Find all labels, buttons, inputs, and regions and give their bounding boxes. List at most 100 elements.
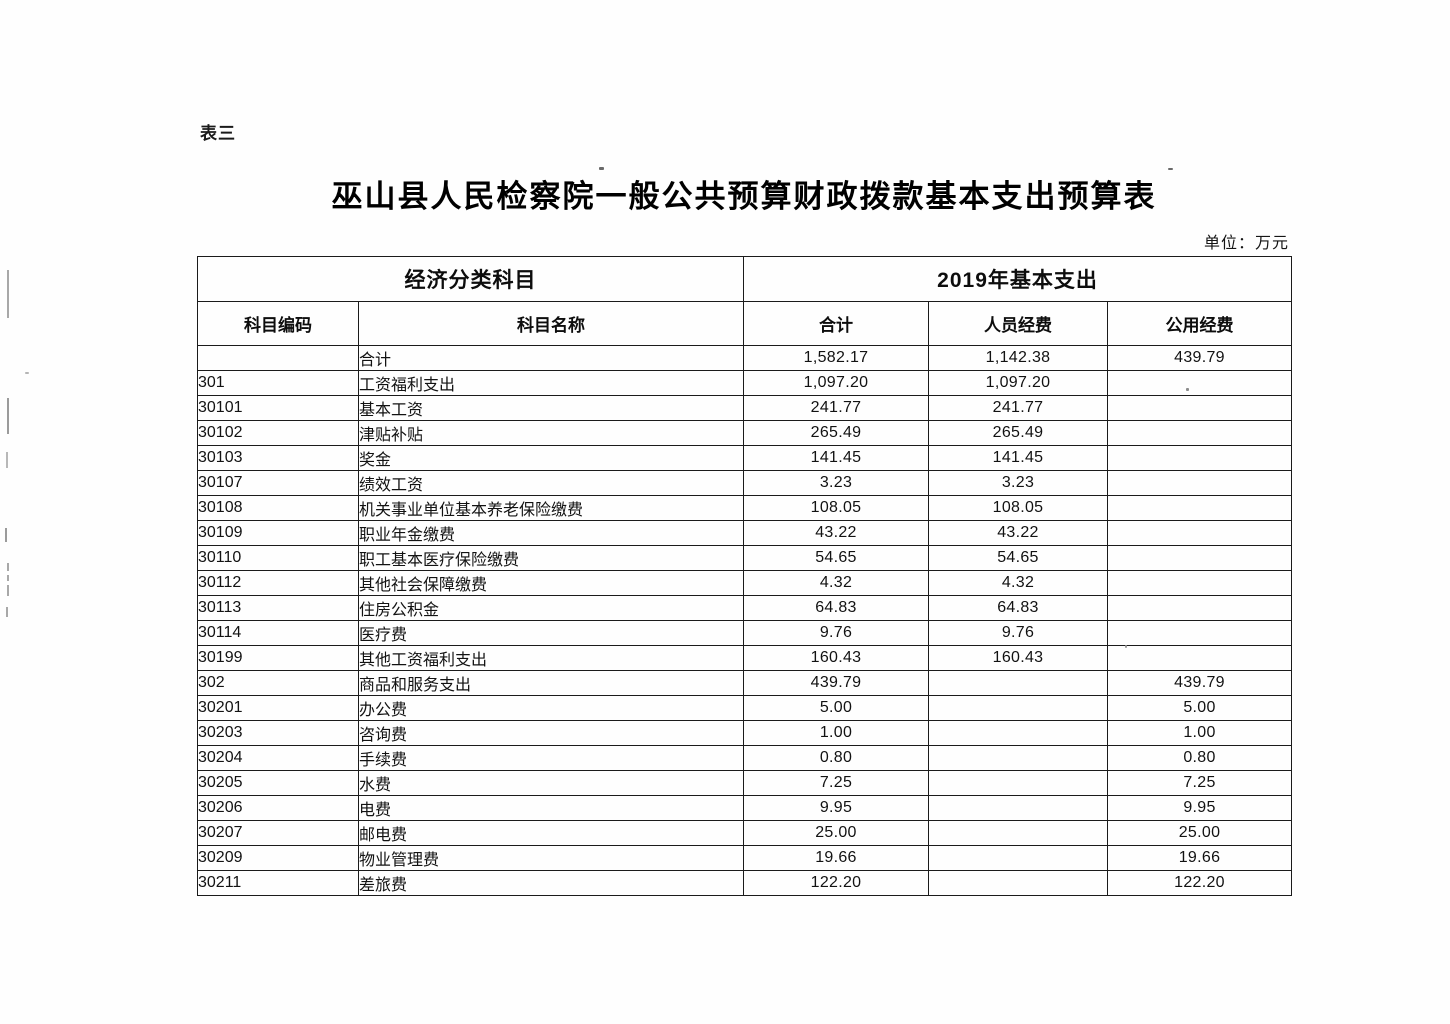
cell-subject-code: 30203 — [197, 720, 359, 746]
table-row: 301 工资福利支出 1,097.20 1,097.20 — [197, 370, 1293, 396]
table-row: 30207 邮电费 25.00 25.00 — [197, 820, 1293, 846]
cell-subject-name: 其他社会保障缴费 — [358, 570, 744, 596]
cell-public-funds — [1106, 370, 1293, 396]
cell-subject-code: 30211 — [197, 870, 359, 896]
cell-personnel-funds — [928, 770, 1108, 796]
cell-public-funds — [1106, 445, 1293, 471]
cell-subject-name: 电费 — [358, 795, 744, 821]
cell-total: 160.43 — [743, 645, 929, 671]
table-row: 30211 差旅费 122.20 122.20 — [197, 870, 1293, 896]
cell-total: 265.49 — [743, 420, 929, 446]
cell-public-funds: 439.79 — [1106, 345, 1293, 371]
column-header-subject-code: 科目编码 — [197, 301, 359, 346]
cell-public-funds: 439.79 — [1106, 670, 1293, 696]
table-row: 30114 医疗费 9.76 9.76 — [197, 620, 1293, 646]
table-row: 30108 机关事业单位基本养老保险缴费 108.05 108.05 — [197, 495, 1293, 521]
table-row: 30110 职工基本医疗保险缴费 54.65 54.65 — [197, 545, 1293, 571]
cell-public-funds — [1106, 620, 1293, 646]
header-group-economic-classification: 经济分类科目 — [197, 256, 744, 302]
table-row: 合计 1,582.17 1,142.38 439.79 — [197, 345, 1293, 371]
scan-edge-mark — [7, 270, 9, 318]
table-number-label: 表三 — [200, 124, 236, 143]
table-row: 30203 咨询费 1.00 1.00 — [197, 720, 1293, 746]
cell-subject-code: 30209 — [197, 845, 359, 871]
cell-total: 122.20 — [743, 870, 929, 896]
cell-subject-name: 医疗费 — [358, 620, 744, 646]
table-row: 30201 办公费 5.00 5.00 — [197, 695, 1293, 721]
cell-subject-code: 30204 — [197, 745, 359, 771]
cell-total: 141.45 — [743, 445, 929, 471]
table-row: 30102 津贴补贴 265.49 265.49 — [197, 420, 1293, 446]
cell-public-funds: 7.25 — [1106, 770, 1293, 796]
cell-total: 7.25 — [743, 770, 929, 796]
cell-total: 439.79 — [743, 670, 929, 696]
scan-edge-mark — [7, 563, 9, 571]
scan-edge-mark — [6, 607, 8, 617]
table-row: 30112 其他社会保障缴费 4.32 4.32 — [197, 570, 1293, 596]
scan-speck — [1168, 168, 1173, 170]
cell-personnel-funds: 141.45 — [928, 445, 1108, 471]
cell-public-funds: 0.80 — [1106, 745, 1293, 771]
cell-total: 19.66 — [743, 845, 929, 871]
cell-subject-code: 30206 — [197, 795, 359, 821]
cell-public-funds — [1106, 495, 1293, 521]
cell-public-funds — [1106, 395, 1293, 421]
cell-total: 1,097.20 — [743, 370, 929, 396]
budget-table: 经济分类科目 2019年基本支出 科目编码 科目名称 合计 人员经费 公用经费 … — [197, 256, 1293, 896]
cell-personnel-funds — [928, 670, 1108, 696]
cell-public-funds: 25.00 — [1106, 820, 1293, 846]
cell-subject-code: 30113 — [197, 595, 359, 621]
cell-subject-code: 30205 — [197, 770, 359, 796]
table-row: 30113 住房公积金 64.83 64.83 — [197, 595, 1293, 621]
cell-subject-code: 301 — [197, 370, 359, 396]
document-title: 巫山县人民检察院一般公共预算财政拨款基本支出预算表 — [331, 179, 1157, 214]
cell-personnel-funds: 9.76 — [928, 620, 1108, 646]
column-header-subject-name: 科目名称 — [358, 301, 744, 346]
cell-personnel-funds: 4.32 — [928, 570, 1108, 596]
cell-personnel-funds — [928, 745, 1108, 771]
scan-edge-mark — [7, 398, 9, 434]
cell-personnel-funds — [928, 870, 1108, 896]
cell-public-funds — [1106, 645, 1293, 671]
scan-edge-mark — [6, 452, 8, 468]
cell-subject-code: 30114 — [197, 620, 359, 646]
cell-personnel-funds — [928, 820, 1108, 846]
cell-total: 9.76 — [743, 620, 929, 646]
table-row: 302 商品和服务支出 439.79 439.79 — [197, 670, 1293, 696]
cell-subject-name: 物业管理费 — [358, 845, 744, 871]
cell-subject-name: 工资福利支出 — [358, 370, 744, 396]
cell-public-funds: 1.00 — [1106, 720, 1293, 746]
cell-personnel-funds: 3.23 — [928, 470, 1108, 496]
cell-subject-name: 咨询费 — [358, 720, 744, 746]
cell-personnel-funds: 160.43 — [928, 645, 1108, 671]
cell-subject-name: 差旅费 — [358, 870, 744, 896]
cell-public-funds — [1106, 545, 1293, 571]
cell-subject-code: 30102 — [197, 420, 359, 446]
cell-personnel-funds: 241.77 — [928, 395, 1108, 421]
cell-total: 54.65 — [743, 545, 929, 571]
scan-speck — [1125, 645, 1127, 648]
table-body: 合计 1,582.17 1,142.38 439.79 301 工资福利支出 1,097.2… — [197, 345, 1293, 896]
cell-subject-name: 基本工资 — [358, 395, 744, 421]
cell-subject-name: 职业年金缴费 — [358, 520, 744, 546]
cell-personnel-funds: 54.65 — [928, 545, 1108, 571]
column-header-public-funds: 公用经费 — [1106, 301, 1293, 346]
cell-subject-code — [197, 345, 359, 371]
cell-public-funds — [1106, 570, 1293, 596]
cell-public-funds: 9.95 — [1106, 795, 1293, 821]
cell-total: 5.00 — [743, 695, 929, 721]
cell-subject-code: 30110 — [197, 545, 359, 571]
scan-edge-mark — [5, 528, 7, 542]
header-group-row: 经济分类科目 2019年基本支出 — [197, 256, 1293, 302]
cell-subject-name: 津贴补贴 — [358, 420, 744, 446]
table-row: 30205 水费 7.25 7.25 — [197, 770, 1293, 796]
cell-subject-code: 302 — [197, 670, 359, 696]
header-group-2019-basic-expenditure: 2019年基本支出 — [742, 256, 1293, 302]
cell-total: 64.83 — [743, 595, 929, 621]
cell-subject-name: 合计 — [358, 345, 744, 371]
table-row: 30103 奖金 141.45 141.45 — [197, 445, 1293, 471]
table-row: 30204 手续费 0.80 0.80 — [197, 745, 1293, 771]
cell-subject-name: 水费 — [358, 770, 744, 796]
cell-personnel-funds: 1,097.20 — [928, 370, 1108, 396]
cell-subject-code: 30103 — [197, 445, 359, 471]
